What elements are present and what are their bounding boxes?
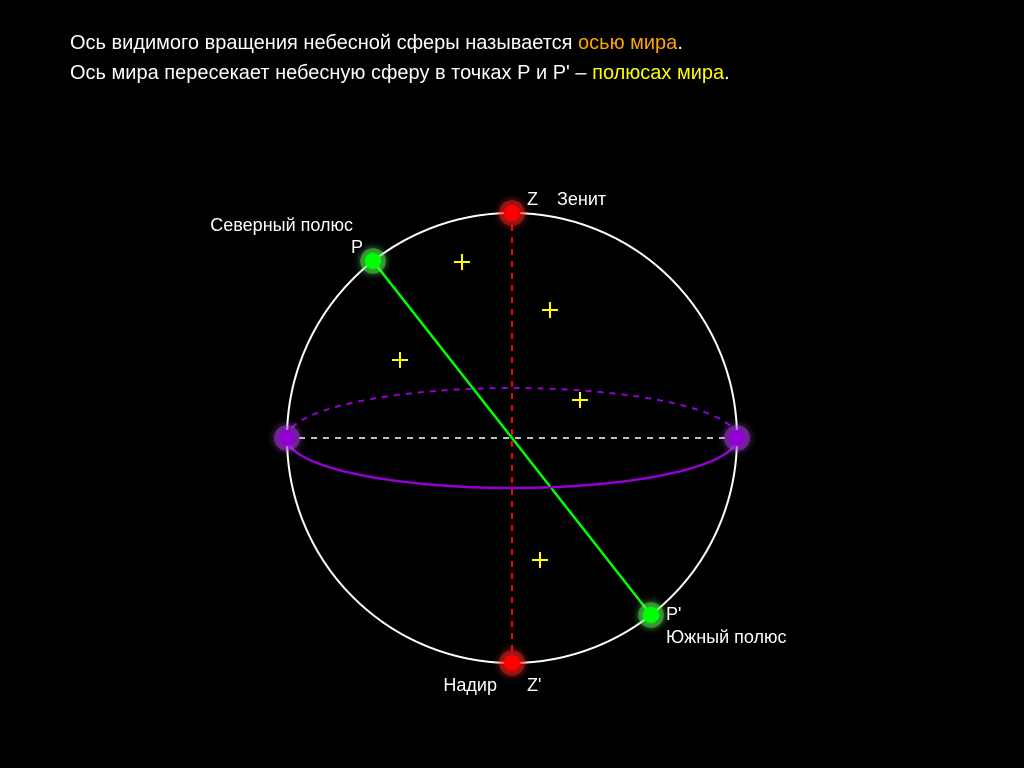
south-pole-point bbox=[638, 602, 664, 628]
horizon-right-point bbox=[724, 425, 750, 451]
north-pole-text-label: Северный полюс bbox=[210, 215, 353, 235]
zenith-text-label: Зенит bbox=[557, 189, 606, 209]
nadir-point bbox=[499, 650, 525, 676]
star-icon bbox=[542, 302, 558, 318]
star-icon bbox=[532, 552, 548, 568]
celestial-sphere-diagram: Z Зенит Надир Z' Северный полюсP P' Южный полю… bbox=[0, 0, 1024, 768]
south-pole-p-label: P' bbox=[666, 604, 681, 624]
nadir-text-label: Надир bbox=[443, 675, 497, 695]
nadir-z-label: Z' bbox=[527, 675, 541, 695]
zenith-point bbox=[499, 200, 525, 226]
star-icon bbox=[392, 352, 408, 368]
horizon-left-point bbox=[274, 425, 300, 451]
north-pole-point bbox=[360, 248, 386, 274]
star-icon bbox=[572, 392, 588, 408]
zenith-z-label: Z bbox=[527, 189, 538, 209]
south-pole-text-label: Южный полюс bbox=[666, 627, 787, 647]
north-pole-p-label: P bbox=[351, 237, 363, 257]
star-icon bbox=[454, 254, 470, 270]
